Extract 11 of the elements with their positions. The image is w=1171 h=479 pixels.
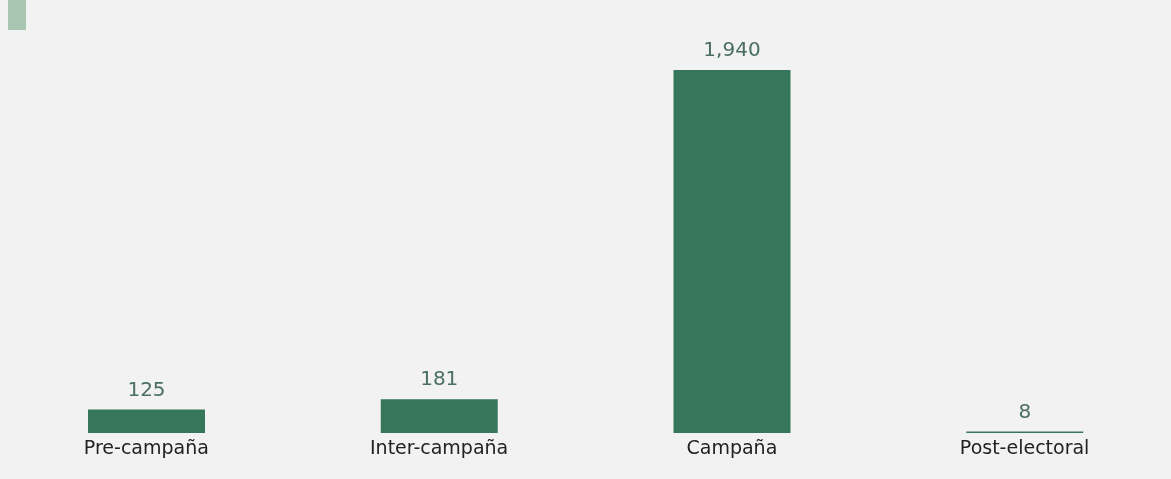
bar — [88, 409, 205, 433]
data-label: 1,940 — [703, 37, 761, 61]
x-tick-label: Campaña — [686, 436, 778, 459]
bar — [673, 70, 791, 433]
data-label: 181 — [420, 366, 459, 391]
x-tick-label: Pre-campaña — [83, 436, 209, 459]
x-tick-label: Inter-campaña — [370, 436, 509, 459]
data-label: 8 — [1018, 398, 1032, 423]
x-tick-label: Post-electoral — [959, 436, 1090, 459]
data-label: 125 — [127, 376, 166, 401]
bar — [380, 399, 498, 433]
